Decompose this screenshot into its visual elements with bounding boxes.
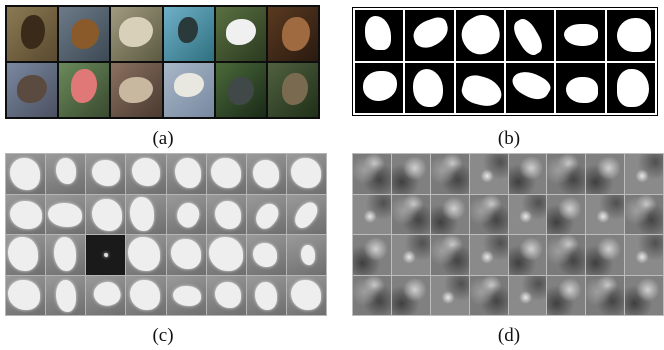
noise-texture-tile [469,194,508,234]
bird-photo-tile [7,63,58,117]
binary-mask-tile [405,62,454,113]
noise-texture-tile [625,154,663,194]
soft-mask-tile [206,154,246,194]
bird-photo-tile [111,7,162,61]
soft-mask-tile [246,235,286,275]
noise-texture-tile [625,235,663,275]
noise-texture-tile [469,154,508,194]
soft-mask-tile [46,154,86,194]
noise-texture-tile [391,275,430,315]
binary-mask-tile [505,10,555,61]
noise-texture-tile [547,154,586,194]
noise-texture-tile [353,275,391,315]
soft-mask-tile [86,235,126,275]
binary-mask-tile [606,62,655,113]
binary-mask-tile [606,10,655,61]
noise-texture-tile [353,235,391,275]
caption-a: (a) [152,128,174,149]
noise-texture-tile [430,235,469,275]
noise-texture-tile [508,235,547,275]
caption-d: (d) [497,325,521,346]
soft-mask-tile [166,154,206,194]
bird-photo-tile [267,7,318,61]
soft-mask-tile [166,194,206,234]
noise-texture-tile [391,194,430,234]
soft-mask-tile [46,194,86,234]
soft-mask-tile [126,154,166,194]
binary-mask-tile [355,62,404,113]
noise-texture-tile [625,194,663,234]
soft-mask-tile [86,194,126,234]
soft-mask-tile [206,235,246,275]
binary-mask-tile [455,10,504,61]
panel-d-noise-texture-grid [352,153,664,316]
soft-mask-tile [206,194,246,234]
soft-mask-tile [246,275,286,315]
binary-mask-tile [405,10,454,61]
panel-b-binary-mask-grid [352,7,658,116]
soft-mask-tile [286,154,326,194]
noise-texture-tile [586,235,625,275]
noise-texture-tile [430,194,469,234]
noise-texture-tile [430,275,469,315]
noise-texture-tile [469,235,508,275]
bird-photo-tile [7,7,58,61]
caption-c: (c) [152,325,174,346]
noise-texture-tile [586,275,625,315]
soft-mask-tile [166,235,206,275]
noise-texture-tile [353,194,391,234]
soft-mask-tile [166,275,206,315]
soft-mask-tile [6,275,46,315]
noise-texture-tile [469,275,508,315]
bird-photo-tile [59,63,110,117]
soft-mask-tile [286,194,326,234]
noise-texture-tile [586,154,625,194]
bird-photo-tile [163,63,214,117]
soft-mask-tile [286,235,326,275]
binary-mask-tile [355,10,404,61]
noise-texture-tile [508,194,547,234]
noise-texture-tile [430,154,469,194]
noise-texture-tile [391,154,430,194]
bird-photo-tile [111,63,162,117]
bird-photo-tile [215,7,266,61]
bird-photo-tile [163,7,214,61]
soft-mask-tile [6,154,46,194]
soft-mask-tile [206,275,246,315]
bird-photo-tile [59,7,110,61]
noise-texture-tile [625,275,663,315]
caption-b: (b) [497,128,521,149]
noise-texture-tile [391,235,430,275]
noise-texture-tile [586,194,625,234]
binary-mask-tile [556,10,605,61]
soft-mask-tile [286,275,326,315]
soft-mask-tile [86,275,126,315]
binary-mask-tile [505,62,555,113]
binary-mask-tile [455,62,504,113]
noise-texture-tile [508,275,547,315]
soft-mask-tile [46,235,86,275]
soft-mask-tile [246,154,286,194]
soft-mask-tile [86,154,126,194]
noise-texture-tile [547,275,586,315]
soft-mask-tile [126,275,166,315]
bird-photo-tile [215,63,266,117]
noise-texture-tile [508,154,547,194]
noise-texture-tile [547,194,586,234]
soft-mask-tile [126,235,166,275]
noise-texture-tile [353,154,391,194]
panel-a-bird-photo-grid [5,5,320,119]
soft-mask-tile [246,194,286,234]
binary-mask-tile [556,62,605,113]
soft-mask-tile [6,194,46,234]
panel-c-soft-mask-grid [5,153,327,316]
soft-mask-tile [6,235,46,275]
noise-texture-tile [547,235,586,275]
soft-mask-tile [126,194,166,234]
bird-photo-tile [267,63,318,117]
soft-mask-tile [46,275,86,315]
